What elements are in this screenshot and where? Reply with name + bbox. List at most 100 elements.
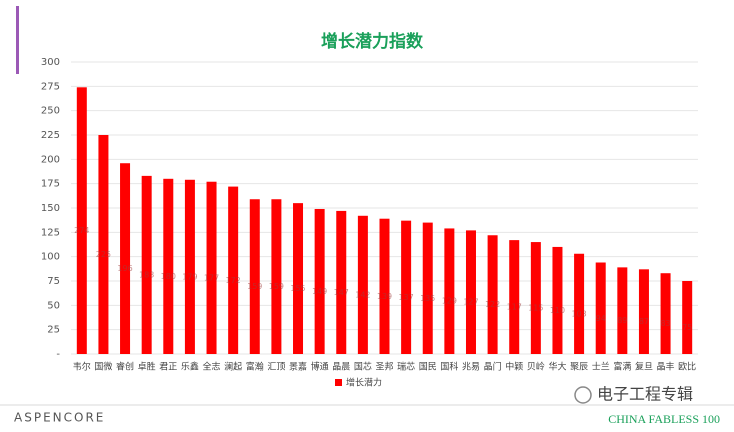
x-tick-label: 瑞芯 bbox=[397, 361, 415, 373]
data-label: 110 bbox=[550, 306, 565, 315]
x-tick-label: 韦尔 bbox=[73, 361, 91, 373]
x-tick-label: 晶门 bbox=[484, 361, 502, 373]
watermark-icon bbox=[574, 386, 592, 404]
y-tick-label: 150 bbox=[41, 203, 60, 214]
data-label: 183 bbox=[139, 270, 154, 279]
data-label: 135 bbox=[420, 294, 435, 303]
data-label: 159 bbox=[269, 282, 284, 291]
y-tick-label: 125 bbox=[41, 227, 60, 238]
data-label: 142 bbox=[355, 290, 370, 299]
bar bbox=[509, 240, 520, 354]
x-tick-label: 富满 bbox=[613, 361, 631, 373]
x-tick-label: 君正 bbox=[159, 362, 177, 373]
data-label: 83 bbox=[660, 319, 670, 328]
bar bbox=[76, 87, 87, 354]
bar bbox=[465, 230, 476, 354]
x-tick-label: 聚辰 bbox=[570, 362, 588, 373]
chart-title: 增长潜力指数 bbox=[321, 31, 424, 52]
bar bbox=[293, 203, 304, 354]
data-label: 147 bbox=[334, 288, 349, 297]
data-label: 103 bbox=[571, 309, 586, 318]
data-label: 159 bbox=[247, 282, 262, 291]
x-tick-label: 华大 bbox=[548, 361, 566, 373]
data-label: 122 bbox=[485, 300, 500, 309]
data-label: 179 bbox=[182, 272, 197, 281]
data-label: 117 bbox=[507, 303, 522, 312]
x-tick-label: 兆易 bbox=[462, 362, 480, 373]
x-tick-label: 国科 bbox=[440, 361, 458, 373]
x-tick-label: 中颖 bbox=[505, 361, 523, 373]
x-tick-label: 澜起 bbox=[224, 362, 242, 373]
bar bbox=[206, 181, 217, 354]
data-label: 149 bbox=[312, 287, 327, 296]
x-tick-label: 卓胜 bbox=[138, 361, 156, 373]
bar bbox=[228, 186, 239, 354]
y-tick-label: 50 bbox=[47, 300, 60, 311]
x-tick-label: 晶丰 bbox=[657, 361, 675, 373]
y-tick-label: 225 bbox=[41, 130, 60, 141]
data-label: 75 bbox=[682, 323, 692, 332]
x-tick-label: 国民 bbox=[419, 362, 437, 373]
x-tick-label: 全志 bbox=[203, 361, 221, 373]
bar bbox=[638, 269, 649, 354]
x-tick-label: 晶晨 bbox=[332, 362, 350, 373]
data-label: 172 bbox=[226, 276, 241, 285]
y-tick-label: 275 bbox=[41, 81, 60, 92]
x-tick-label: 睿创 bbox=[116, 361, 134, 373]
bar bbox=[617, 267, 628, 354]
bar bbox=[682, 281, 693, 354]
bar bbox=[660, 273, 671, 354]
x-tick-label: 乐鑫 bbox=[181, 361, 199, 373]
data-label: 177 bbox=[204, 273, 219, 282]
x-tick-label: 欧比 bbox=[678, 361, 696, 373]
data-label: 139 bbox=[377, 292, 392, 301]
data-label: 155 bbox=[290, 284, 305, 293]
data-label: 129 bbox=[442, 297, 457, 306]
y-tick-label: - bbox=[56, 349, 60, 360]
data-label: 94 bbox=[596, 314, 606, 323]
bar bbox=[401, 220, 412, 354]
bar bbox=[249, 199, 260, 354]
legend-swatch bbox=[335, 379, 342, 386]
y-tick-label: 25 bbox=[47, 325, 60, 336]
footer-tag: CHINA FABLESS 100 bbox=[608, 412, 720, 426]
bar bbox=[552, 246, 563, 354]
data-label: 180 bbox=[161, 272, 176, 281]
data-label: 137 bbox=[398, 293, 413, 302]
bar bbox=[98, 135, 109, 354]
bar bbox=[271, 199, 282, 354]
watermark: 电子工程专辑 bbox=[597, 385, 693, 404]
y-tick-label: 300 bbox=[41, 57, 60, 68]
legend-label: 增长潜力 bbox=[346, 377, 382, 389]
bar bbox=[141, 175, 152, 354]
x-tick-label: 国芯 bbox=[354, 361, 372, 373]
bar bbox=[422, 222, 433, 354]
x-tick-label: 国微 bbox=[94, 361, 112, 373]
y-tick-label: 100 bbox=[41, 252, 60, 263]
bar bbox=[184, 179, 195, 354]
bar bbox=[487, 235, 498, 354]
data-label: 89 bbox=[617, 316, 627, 325]
x-tick-label: 富瀚 bbox=[246, 361, 264, 373]
bar bbox=[120, 163, 131, 354]
bar bbox=[357, 215, 368, 354]
data-label: 196 bbox=[117, 264, 132, 273]
data-label: 274 bbox=[74, 226, 89, 235]
x-tick-label: 博通 bbox=[311, 361, 329, 373]
x-tick-label: 汇顶 bbox=[267, 362, 285, 373]
data-label: 115 bbox=[528, 304, 543, 313]
x-tick-label: 贝岭 bbox=[527, 361, 545, 373]
x-tick-label: 士兰 bbox=[592, 361, 610, 373]
bar bbox=[314, 208, 325, 354]
y-tick-label: 250 bbox=[41, 106, 60, 117]
bar bbox=[574, 253, 585, 354]
bar bbox=[163, 178, 174, 354]
bar bbox=[595, 262, 606, 354]
bar bbox=[530, 242, 541, 354]
y-tick-label: 175 bbox=[41, 179, 60, 190]
data-label: 127 bbox=[463, 298, 478, 307]
accent-bar bbox=[16, 6, 19, 74]
data-label: 87 bbox=[639, 317, 649, 326]
x-tick-label: 复旦 bbox=[635, 361, 653, 373]
